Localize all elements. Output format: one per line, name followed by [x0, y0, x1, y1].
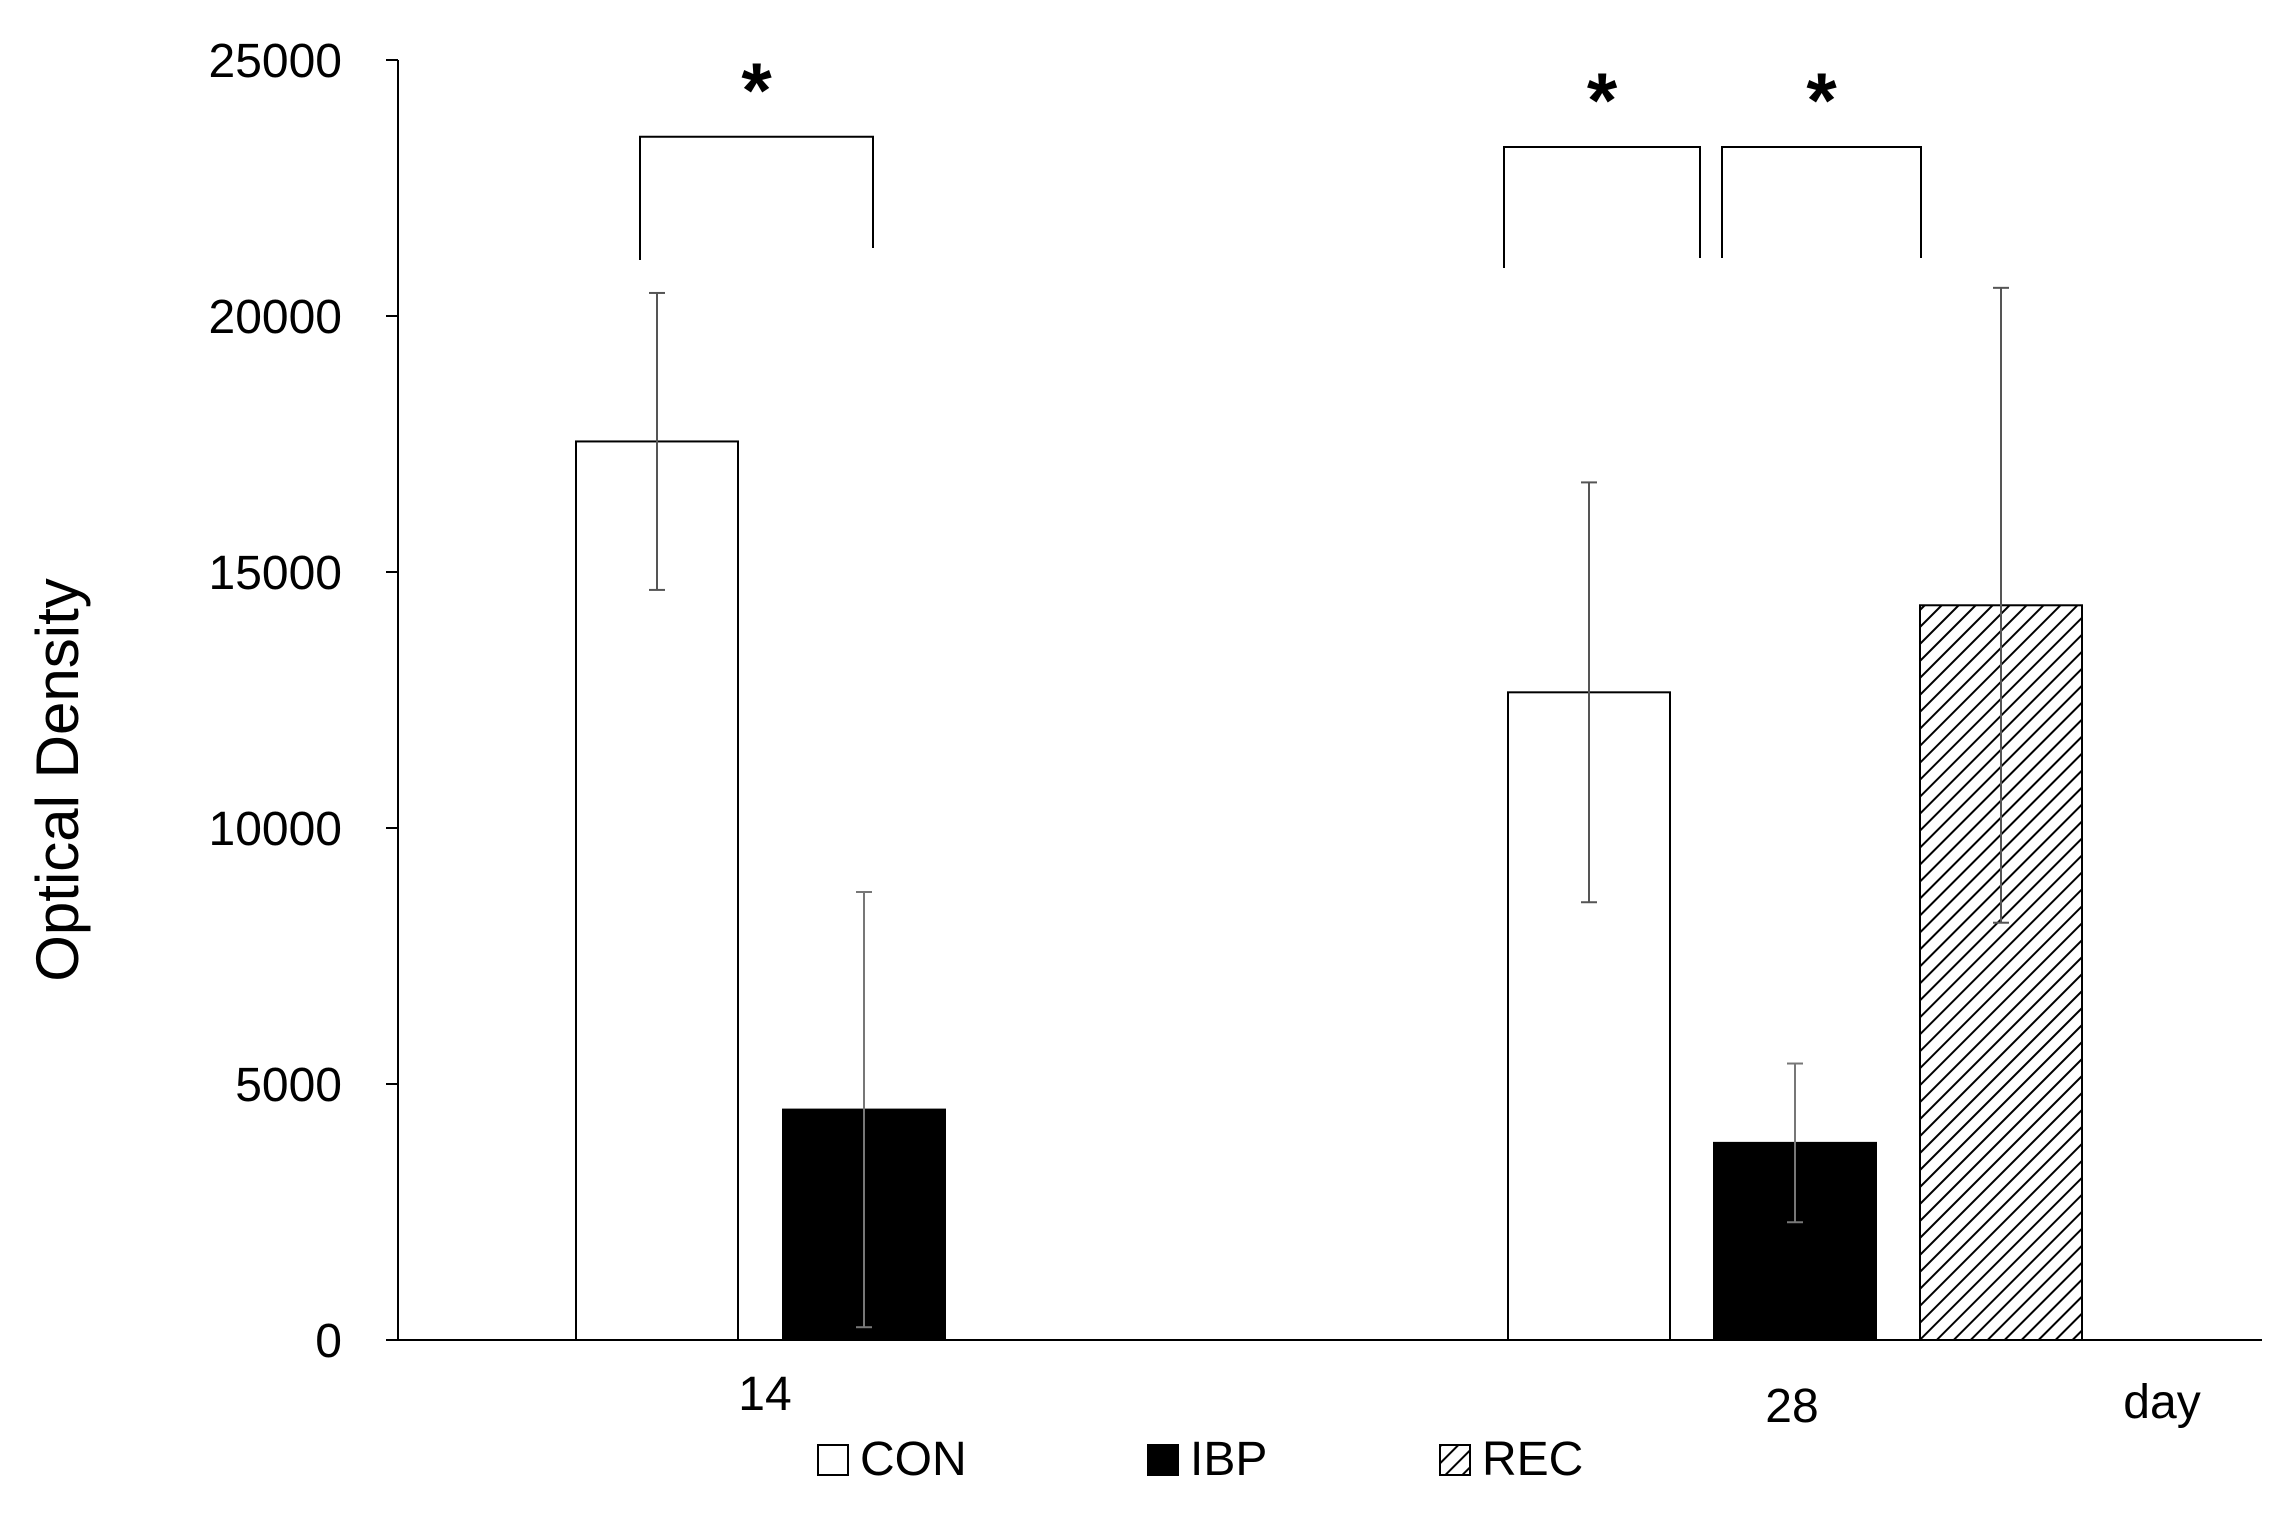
significance-star: * — [1587, 56, 1618, 144]
error-bars — [649, 286, 2009, 1329]
y-axis-title: Optical Density — [24, 578, 91, 981]
legend-swatch-ibp — [1147, 1444, 1179, 1476]
significance-bracket — [639, 135, 874, 260]
y-tick-label: 20000 — [209, 291, 342, 344]
x-tick-label: 28 — [1765, 1380, 1818, 1433]
y-tick-label: 0 — [315, 1315, 342, 1368]
significance-bracket — [1721, 146, 1922, 258]
bars — [575, 440, 2083, 1341]
y-tick-label: 10000 — [209, 803, 342, 856]
legend-label-con: CON — [860, 1433, 967, 1486]
y-tick-label: 15000 — [209, 547, 342, 600]
significance-bracket — [1503, 146, 1701, 268]
axes: 0 5000 10000 15000 20000 25000 Optical Density… — [24, 35, 2262, 1433]
x-tick-label: 14 — [738, 1368, 791, 1421]
significance-star: * — [1806, 56, 1837, 144]
bar-con-day14 — [575, 440, 739, 1341]
legend-label-rec: REC — [1482, 1433, 1583, 1486]
y-tick-label: 5000 — [235, 1059, 342, 1112]
y-tick-label: 25000 — [209, 35, 342, 88]
significance-star: * — [741, 46, 772, 134]
x-axis-title: day — [2123, 1376, 2200, 1429]
significance-brackets: * * * — [639, 46, 1922, 268]
legend: CON IBP REC — [817, 1433, 1583, 1486]
legend-swatch-con — [817, 1444, 849, 1476]
legend-label-ibp: IBP — [1190, 1433, 1267, 1486]
legend-swatch-rec — [1439, 1444, 1471, 1476]
